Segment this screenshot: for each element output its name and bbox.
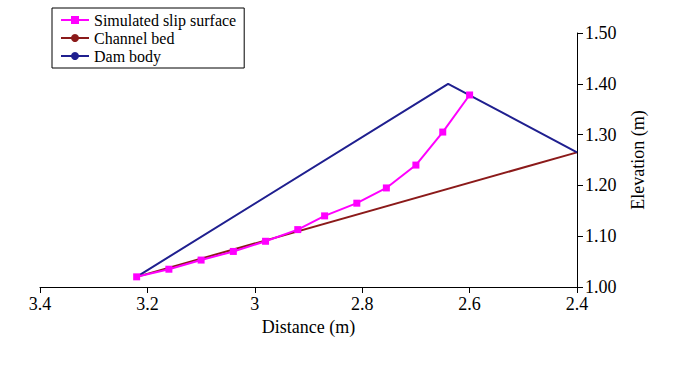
svg-text:2.4: 2.4 — [566, 294, 589, 314]
svg-text:3.2: 3.2 — [136, 294, 159, 314]
svg-text:Dam body: Dam body — [94, 48, 161, 66]
svg-text:Simulated slip surface: Simulated slip surface — [94, 12, 236, 30]
svg-text:1.50: 1.50 — [585, 23, 617, 43]
svg-text:2.8: 2.8 — [351, 294, 374, 314]
svg-text:2.6: 2.6 — [458, 294, 481, 314]
svg-text:3: 3 — [250, 294, 259, 314]
svg-text:Elevation (m): Elevation (m) — [628, 110, 649, 209]
svg-text:1.00: 1.00 — [585, 277, 617, 297]
svg-text:3.4: 3.4 — [29, 294, 52, 314]
svg-text:Channel bed: Channel bed — [94, 30, 174, 47]
svg-text:1.30: 1.30 — [585, 125, 617, 145]
svg-text:1.20: 1.20 — [585, 175, 617, 195]
svg-text:Distance (m): Distance (m) — [262, 317, 355, 338]
svg-text:1.40: 1.40 — [585, 74, 617, 94]
svg-text:1.10: 1.10 — [585, 226, 617, 246]
